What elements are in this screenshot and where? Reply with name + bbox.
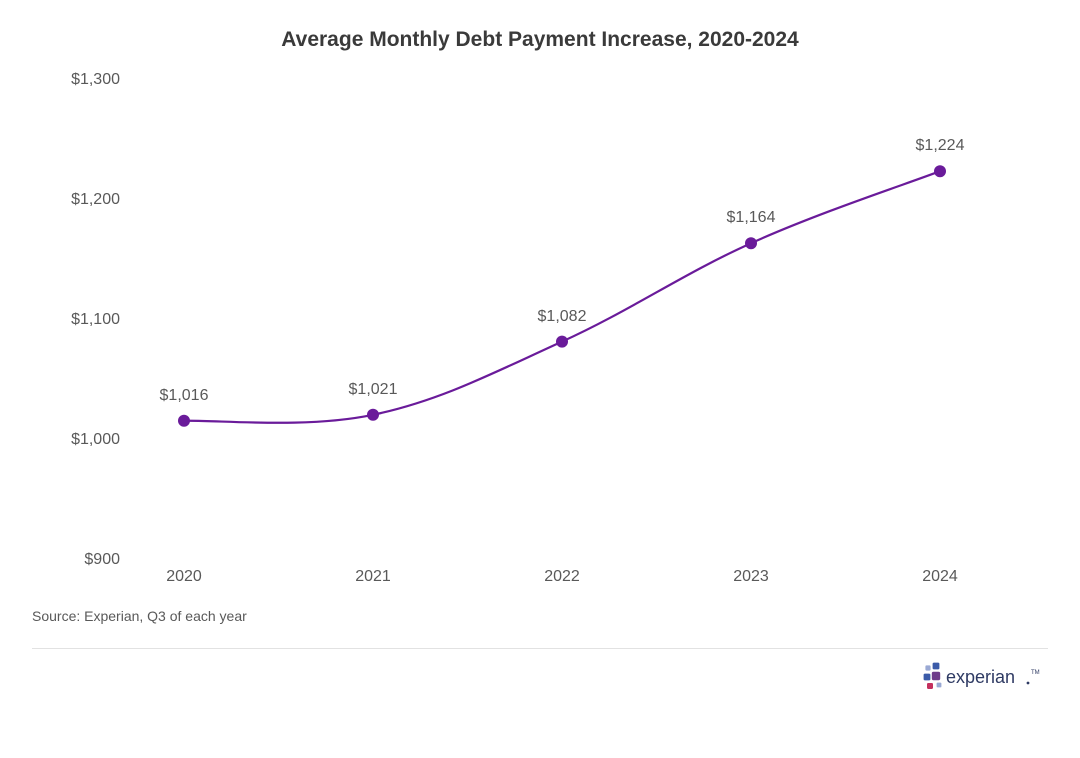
data-point-label: $1,021 (328, 381, 418, 399)
y-tick-label: $900 (30, 551, 120, 569)
x-tick-label: 2020 (144, 568, 224, 586)
x-tick-label: 2023 (711, 568, 791, 586)
divider-line (32, 648, 1048, 649)
y-tick-label: $1,200 (30, 191, 120, 209)
experian-logo: experian TM (922, 662, 1042, 692)
data-point-label: $1,082 (517, 308, 607, 326)
svg-text:TM: TM (1031, 670, 1040, 676)
source-text: Source: Experian, Q3 of each year (32, 608, 247, 624)
data-point-label: $1,224 (895, 137, 985, 155)
x-tick-label: 2021 (333, 568, 413, 586)
svg-text:experian: experian (946, 667, 1015, 687)
data-point (556, 336, 568, 348)
x-tick-label: 2022 (522, 568, 602, 586)
experian-logo-svg: experian TM (922, 662, 1042, 692)
y-tick-label: $1,300 (30, 71, 120, 89)
series-line (184, 171, 940, 423)
data-point-label: $1,164 (706, 209, 796, 227)
data-point-label: $1,016 (139, 387, 229, 405)
data-point (934, 165, 946, 177)
y-tick-label: $1,000 (30, 431, 120, 449)
chart-title: Average Monthly Debt Payment Increase, 2… (0, 28, 1080, 52)
chart-container: Average Monthly Debt Payment Increase, 2… (0, 0, 1080, 758)
y-tick-label: $1,100 (30, 311, 120, 329)
x-tick-label: 2024 (900, 568, 980, 586)
data-point (745, 237, 757, 249)
data-point (178, 415, 190, 427)
data-point (367, 409, 379, 421)
